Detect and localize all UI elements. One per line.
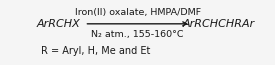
- Text: ArRCHCHRAr: ArRCHCHRAr: [183, 19, 255, 29]
- Text: ArRCHX: ArRCHX: [37, 19, 81, 29]
- Text: Iron(II) oxalate, HMPA/DMF: Iron(II) oxalate, HMPA/DMF: [75, 8, 201, 17]
- Text: R = Aryl, H, Me and Et: R = Aryl, H, Me and Et: [41, 46, 150, 56]
- Text: N₂ atm., 155-160°C: N₂ atm., 155-160°C: [92, 30, 184, 39]
